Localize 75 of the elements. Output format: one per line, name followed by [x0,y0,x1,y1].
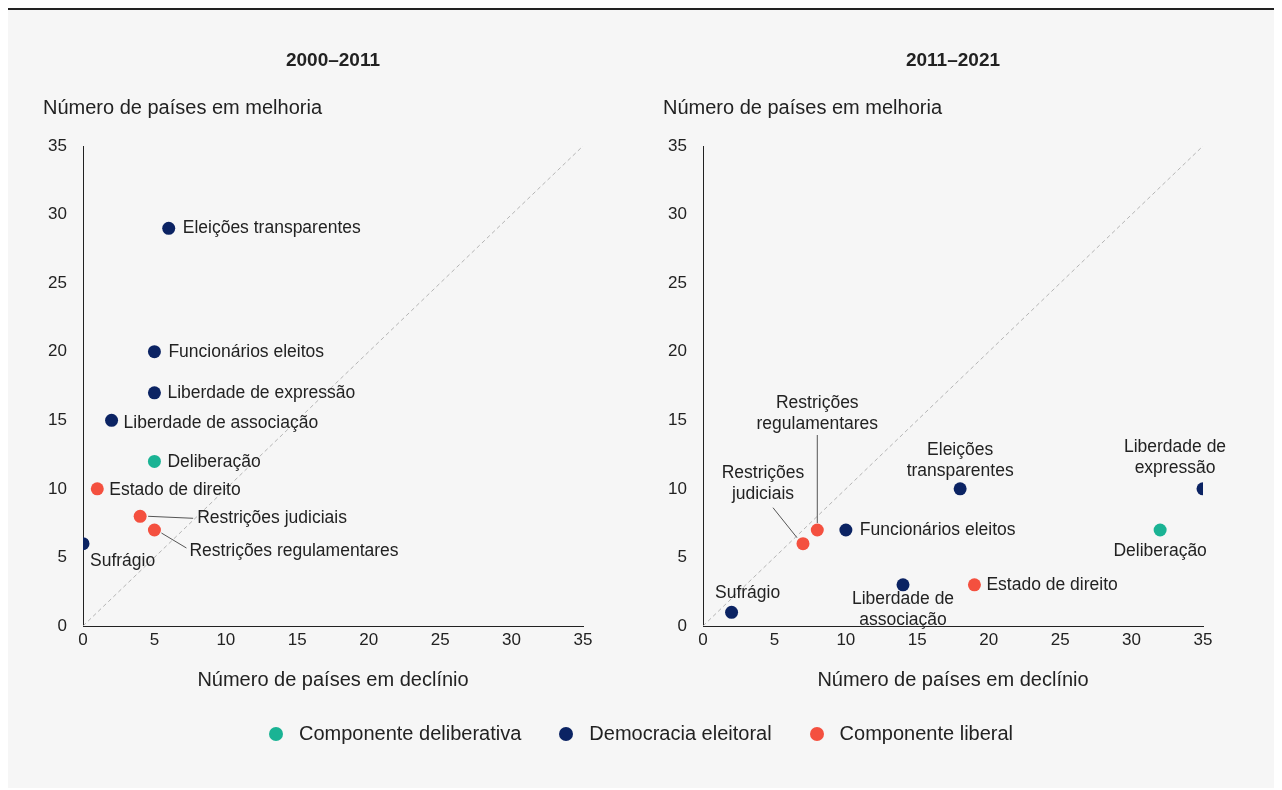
x-tick-label: 25 [1050,629,1070,649]
chart-title: 2011–2021 [905,49,1001,71]
annotation: Liberdade de expressão [167,381,356,402]
annotation: Restrições judiciais [721,462,805,504]
x-tick-label: 20 [359,629,379,649]
x-tick-label: 5 [149,629,160,649]
point [147,345,161,359]
chart-title: 2000–2011 [285,49,381,71]
x-axis-title: Número de países em declínio [197,667,469,690]
x-tick-label: 30 [502,629,522,649]
annotation: Liberdade de expressão [1123,436,1227,478]
y-tick-label: 20 [668,341,687,361]
point [953,482,967,496]
point [162,221,176,235]
annotation: Sufrágio [90,549,156,570]
x-tick-label: 0 [78,629,88,649]
y-tick-label: 15 [48,409,67,429]
x-axis-title: Número de países em declínio [817,667,1089,690]
x-tick-label: 35 [573,629,593,649]
annotation: Restrições regulamentares [189,539,399,560]
y-axis-title: Número de países em melhoria [663,95,943,118]
x-tick-label: 30 [1122,629,1142,649]
x-tick-label: 10 [216,629,236,649]
annotation: Funcionários eleitos [859,518,1016,539]
annotation: Eleições transparentes [906,439,1014,481]
annotation: Funcionários eleitos [168,340,325,361]
point [839,523,853,537]
annotation: Estado de direito [986,573,1118,594]
point [725,605,739,619]
annotation: Liberdade de associação [851,588,955,630]
y-tick-label: 30 [48,204,67,224]
point [810,523,824,537]
annotation: Sufrágio [714,582,781,603]
y-tick-label: 35 [48,135,67,155]
legend-label: Componente liberal [839,722,1014,745]
annotation: Eleições transparentes [182,217,361,238]
y-axis-title: Número de países em melhoria [43,95,323,118]
point [147,454,161,468]
legend-label: Componente deliberativa [298,722,522,745]
annotation: Restrições judiciais [197,507,348,528]
y-tick-label: 35 [668,135,687,155]
point [796,537,810,551]
point [147,523,161,537]
x-tick-label: 15 [287,629,307,649]
y-tick-label: 10 [48,478,67,498]
annotation: Liberdade de associação [123,412,319,433]
x-tick-label: 20 [979,629,999,649]
point [90,482,104,496]
x-tick-label: 0 [698,629,708,649]
point [1153,523,1167,537]
x-tick-label: 35 [1193,629,1213,649]
y-tick-label: 25 [668,272,687,292]
y-tick-label: 5 [677,547,687,567]
y-tick-label: 20 [48,341,67,361]
point [147,386,161,400]
y-tick-label: 30 [668,204,687,224]
y-tick-label: 10 [668,478,687,498]
annotation: Deliberação [1113,539,1207,560]
x-tick-label: 25 [430,629,450,649]
x-tick-label: 5 [769,629,780,649]
y-tick-label: 0 [57,615,67,635]
y-tick-label: 5 [57,547,67,567]
annotation: Deliberação [167,451,261,472]
x-tick-label: 15 [907,629,927,649]
x-tick-label: 10 [836,629,856,649]
y-tick-label: 0 [677,615,687,635]
y-tick-label: 25 [48,272,67,292]
point [896,578,910,592]
y-tick-label: 15 [668,409,687,429]
point [133,509,147,523]
legend-label: Democracia eleitoral [589,722,772,745]
point [967,578,981,592]
point [105,413,119,427]
annotation: Restrições regulamentares [756,392,879,434]
annotation: Estado de direito [109,478,241,499]
